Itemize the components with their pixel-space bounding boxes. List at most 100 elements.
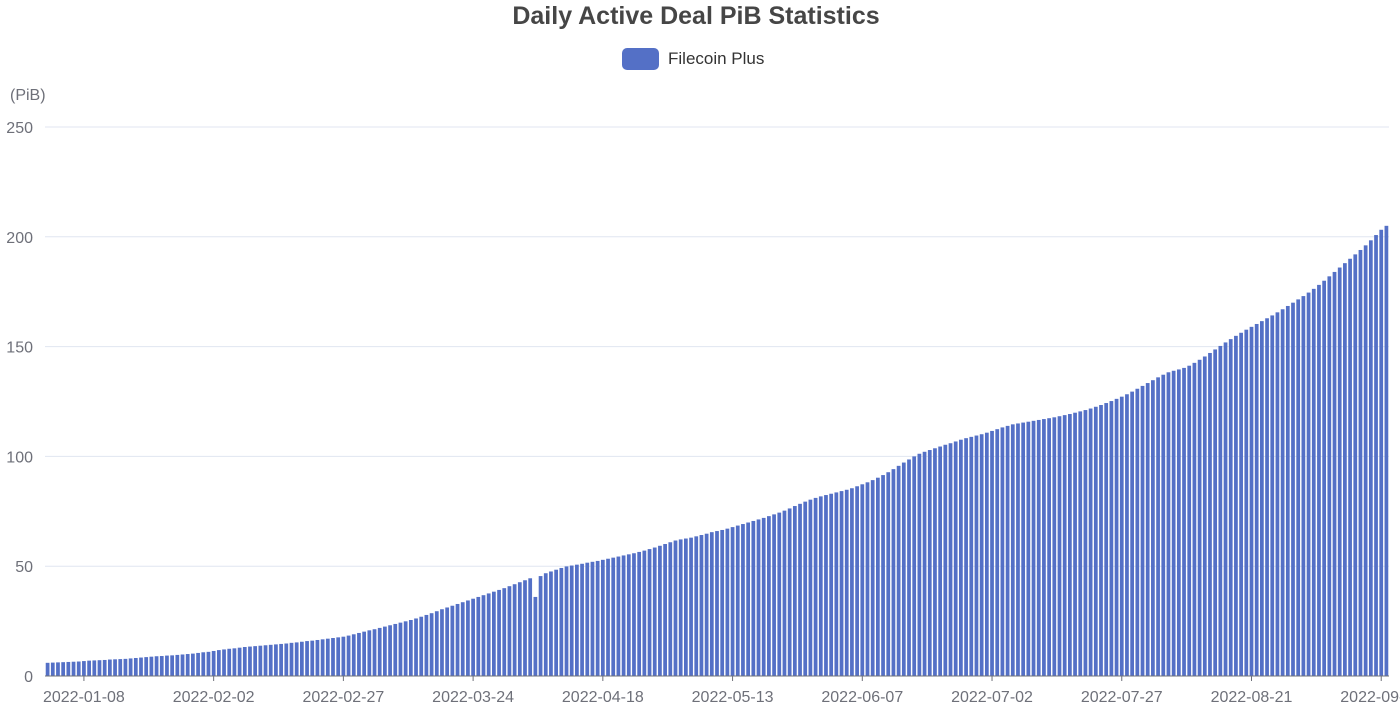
bar[interactable] [242, 647, 247, 676]
bar[interactable] [1047, 418, 1051, 676]
bar[interactable] [1197, 359, 1202, 676]
bar[interactable] [507, 586, 512, 676]
bar[interactable] [486, 593, 491, 676]
bar[interactable] [383, 626, 387, 676]
bar[interactable] [82, 661, 86, 676]
bar[interactable] [398, 622, 403, 676]
bar[interactable] [1062, 415, 1067, 676]
bar[interactable] [1000, 427, 1005, 676]
bar[interactable] [969, 436, 974, 676]
bar[interactable] [1187, 365, 1192, 676]
bar[interactable] [66, 661, 71, 676]
bar[interactable] [1353, 254, 1358, 676]
bar[interactable] [1068, 414, 1072, 676]
bar[interactable] [1234, 335, 1238, 676]
bar[interactable] [1005, 425, 1010, 676]
bar[interactable] [1125, 394, 1129, 676]
bar[interactable] [886, 472, 891, 676]
bar[interactable] [403, 621, 408, 676]
bar[interactable] [943, 444, 948, 676]
bar[interactable] [995, 429, 1000, 676]
bar[interactable] [876, 477, 880, 676]
bar[interactable] [751, 520, 756, 676]
bar[interactable] [626, 554, 631, 676]
bar[interactable] [777, 512, 782, 676]
bar[interactable] [61, 662, 66, 676]
bar[interactable] [133, 657, 138, 676]
bar[interactable] [196, 652, 200, 676]
bar[interactable] [408, 620, 413, 676]
bar[interactable] [860, 484, 865, 676]
bar[interactable] [1176, 369, 1181, 676]
bar[interactable] [180, 654, 185, 676]
bar[interactable] [1016, 423, 1020, 676]
bar[interactable] [1166, 372, 1171, 676]
bar[interactable] [1078, 411, 1083, 676]
bar[interactable] [108, 659, 112, 676]
bar[interactable] [984, 432, 989, 676]
bar[interactable] [1192, 362, 1197, 676]
bar[interactable] [1280, 309, 1285, 676]
bar[interactable] [232, 648, 237, 676]
bar[interactable] [865, 482, 870, 676]
bar[interactable] [434, 611, 439, 676]
bar[interactable] [798, 503, 802, 676]
bar[interactable] [580, 563, 584, 676]
bar[interactable] [792, 506, 797, 676]
bar[interactable] [211, 650, 216, 676]
bar[interactable] [1036, 419, 1041, 676]
bar[interactable] [730, 527, 735, 676]
bar[interactable] [538, 576, 543, 676]
bar[interactable] [621, 555, 626, 676]
bar[interactable] [813, 497, 818, 676]
bar[interactable] [1332, 271, 1337, 676]
bar[interactable] [165, 655, 169, 676]
bar[interactable] [440, 609, 444, 676]
bar[interactable] [56, 662, 60, 676]
bar[interactable] [388, 625, 392, 676]
bar[interactable] [663, 544, 667, 676]
bar[interactable] [881, 475, 885, 676]
bar[interactable] [974, 435, 979, 676]
bar[interactable] [870, 480, 875, 676]
bar[interactable] [1296, 299, 1301, 676]
bar[interactable] [1228, 339, 1233, 676]
bar[interactable] [294, 642, 299, 676]
bar[interactable] [258, 645, 263, 676]
bar[interactable] [206, 651, 211, 676]
bar[interactable] [658, 545, 662, 676]
bar[interactable] [471, 598, 475, 676]
bar[interactable] [159, 656, 164, 676]
bar[interactable] [1285, 305, 1290, 676]
bar[interactable] [284, 643, 289, 677]
bar[interactable] [1161, 374, 1166, 676]
bar[interactable] [45, 662, 50, 676]
bar[interactable] [1239, 332, 1243, 676]
bar[interactable] [113, 659, 117, 676]
bar[interactable] [756, 519, 761, 676]
bar[interactable] [1026, 421, 1031, 676]
bar[interactable] [896, 465, 901, 676]
bar[interactable] [1114, 398, 1119, 676]
bar[interactable] [144, 657, 149, 676]
bar[interactable] [248, 646, 252, 676]
bar[interactable] [351, 634, 356, 676]
bar[interactable] [746, 522, 751, 677]
bar[interactable] [964, 438, 968, 676]
bar[interactable] [907, 459, 911, 676]
bar[interactable] [191, 653, 195, 676]
bar[interactable] [50, 662, 55, 676]
bar[interactable] [1083, 410, 1088, 676]
bar[interactable] [512, 584, 517, 676]
bar[interactable] [772, 514, 776, 676]
bar[interactable] [834, 492, 839, 676]
bar[interactable] [1343, 263, 1347, 676]
bar[interactable] [1265, 318, 1269, 676]
bar[interactable] [492, 591, 496, 676]
bar[interactable] [502, 588, 507, 676]
bar[interactable] [1021, 422, 1026, 676]
bar[interactable] [414, 618, 418, 676]
bar[interactable] [689, 537, 693, 676]
bar[interactable] [419, 616, 424, 676]
bar[interactable] [595, 560, 600, 676]
